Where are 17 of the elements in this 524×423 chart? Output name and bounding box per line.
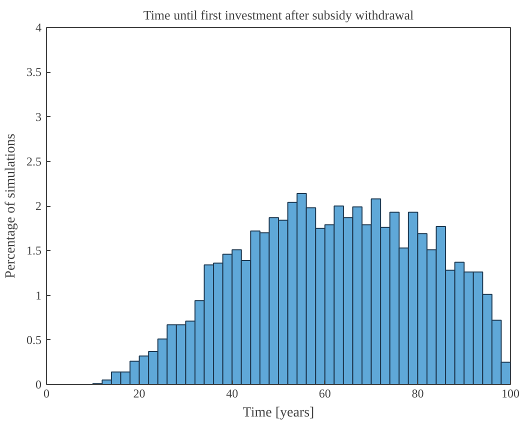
y-tick-label: 2.5 (26, 154, 42, 168)
x-axis-title: Time [years] (242, 406, 314, 420)
y-tick-label: 0.5 (26, 332, 42, 347)
y-axis-title: Percentage of simulations (4, 134, 18, 278)
x-tick-label: 80 (412, 386, 424, 400)
y-tick-label: 3.5 (26, 65, 42, 80)
x-tick-label: 100 (502, 386, 520, 400)
y-tick-label: 0 (36, 378, 42, 392)
y-tick-label: 1 (36, 288, 42, 302)
y-tick-label: 1.5 (26, 244, 42, 258)
x-tick-label: 40 (226, 386, 238, 400)
x-tick-label: 20 (133, 386, 146, 400)
y-tick-label: 4 (36, 20, 42, 34)
y-tick-label: 2 (36, 199, 42, 213)
x-tick-label: 60 (318, 386, 331, 400)
y-tick-label: 3 (36, 110, 42, 124)
chart-title: Time until first investment after subsidy withdrawal (143, 8, 414, 22)
